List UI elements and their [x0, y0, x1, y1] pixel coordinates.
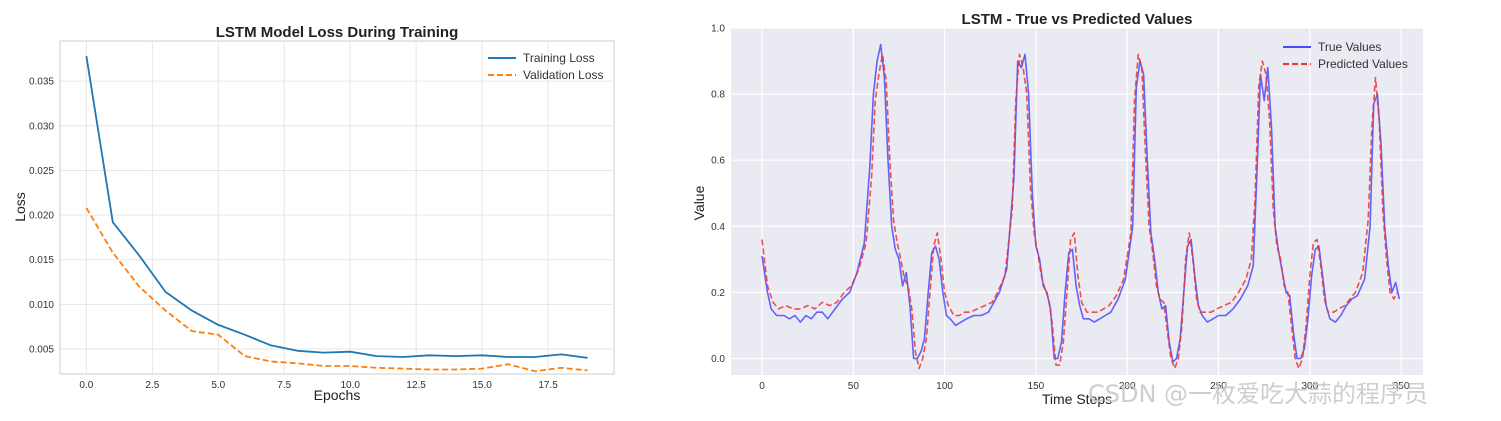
loss-chart: 0.0 2.5 5.0 7.5 10.0 12.5 15.0 17.5 0.0050.0100… [12, 24, 615, 403]
loss-y-tick-labels: 0.005 0.010 0.015 0.020 0.025 0.030 0.035 [29, 77, 54, 356]
loss-y-tick-label: 0.010 [29, 300, 54, 311]
loss-series-validation-loss [85, 207, 588, 373]
loss-y-tick-label: 0.015 [29, 255, 54, 266]
loss-y-tick-label: 0.005 [29, 345, 54, 356]
prediction-chart-title: LSTM - True vs Predicted Values [962, 11, 1193, 28]
prediction-y-axis-label: Value [691, 185, 707, 220]
prediction-y-tick-label: 0.8 [711, 90, 725, 101]
loss-y-tick-label: 0.030 [29, 121, 54, 132]
legend-true-values-label: True Values [1318, 40, 1381, 54]
watermark: CSDN @一枚爱吃大蒜的程序员 [1088, 380, 1428, 408]
loss-x-tick-labels: 0.0 2.5 5.0 7.5 10.0 12.5 15.0 17.5 [79, 380, 558, 391]
legend-training-loss-label: Training Loss [523, 51, 595, 65]
loss-series-training-loss [85, 56, 588, 359]
loss-series-lines [85, 56, 588, 373]
prediction-grid [731, 27, 1423, 375]
loss-y-tick-label: 0.025 [29, 166, 54, 177]
loss-x-tick-label: 17.5 [538, 380, 558, 391]
prediction-x-axis-label: Time Steps [1042, 391, 1112, 407]
prediction-x-tick-labels: 0 50 100 150 200 250 300 350 [759, 381, 1410, 392]
prediction-y-tick-label: 0.6 [711, 156, 725, 167]
loss-x-tick-label: 2.5 [145, 380, 159, 391]
prediction-x-tick-label: 350 [1393, 381, 1410, 392]
prediction-x-tick-label: 100 [936, 381, 953, 392]
loss-chart-title: LSTM Model Loss During Training [216, 24, 459, 41]
prediction-y-tick-label: 0.2 [711, 288, 725, 299]
legend-predicted-values-label: Predicted Values [1318, 57, 1408, 71]
loss-x-axis-label: Epochs [314, 387, 361, 403]
prediction-x-tick-label: 150 [1028, 381, 1045, 392]
prediction-legend: True Values Predicted Values [1283, 40, 1408, 71]
prediction-series-predicted-values [761, 53, 1399, 370]
prediction-series-true-values [761, 43, 1401, 363]
prediction-y-tick-label: 0.0 [711, 354, 725, 365]
loss-y-tick-label: 0.035 [29, 77, 54, 88]
prediction-series-lines [761, 43, 1401, 370]
loss-plot-area [59, 40, 615, 375]
legend-validation-loss-label: Validation Loss [523, 68, 604, 82]
loss-x-tick-label: 15.0 [472, 380, 492, 391]
prediction-y-tick-label: 1.0 [711, 24, 725, 35]
loss-grid [60, 41, 614, 374]
prediction-plot-area [731, 28, 1423, 375]
prediction-chart: 0 50 100 150 200 250 300 350 0.0 0.2 0.4 0.6 0.8 1.0… [691, 11, 1423, 407]
prediction-x-tick-label: 300 [1301, 381, 1318, 392]
prediction-x-tick-label: 50 [848, 381, 860, 392]
prediction-y-tick-labels: 0.0 0.2 0.4 0.6 0.8 1.0 [711, 24, 725, 365]
prediction-x-tick-label: 250 [1210, 381, 1227, 392]
loss-legend: Training Loss Validation Loss [488, 51, 604, 82]
loss-x-tick-label: 12.5 [406, 380, 426, 391]
prediction-y-tick-label: 0.4 [711, 222, 725, 233]
loss-y-tick-label: 0.020 [29, 211, 54, 222]
loss-x-tick-label: 7.5 [277, 380, 291, 391]
loss-y-axis-label: Loss [12, 192, 28, 222]
prediction-x-tick-label: 0 [759, 381, 765, 392]
loss-x-tick-label: 10.0 [340, 380, 360, 391]
prediction-x-tick-label: 200 [1119, 381, 1136, 392]
loss-x-tick-label: 5.0 [211, 380, 225, 391]
loss-x-tick-label: 0.0 [79, 380, 93, 391]
